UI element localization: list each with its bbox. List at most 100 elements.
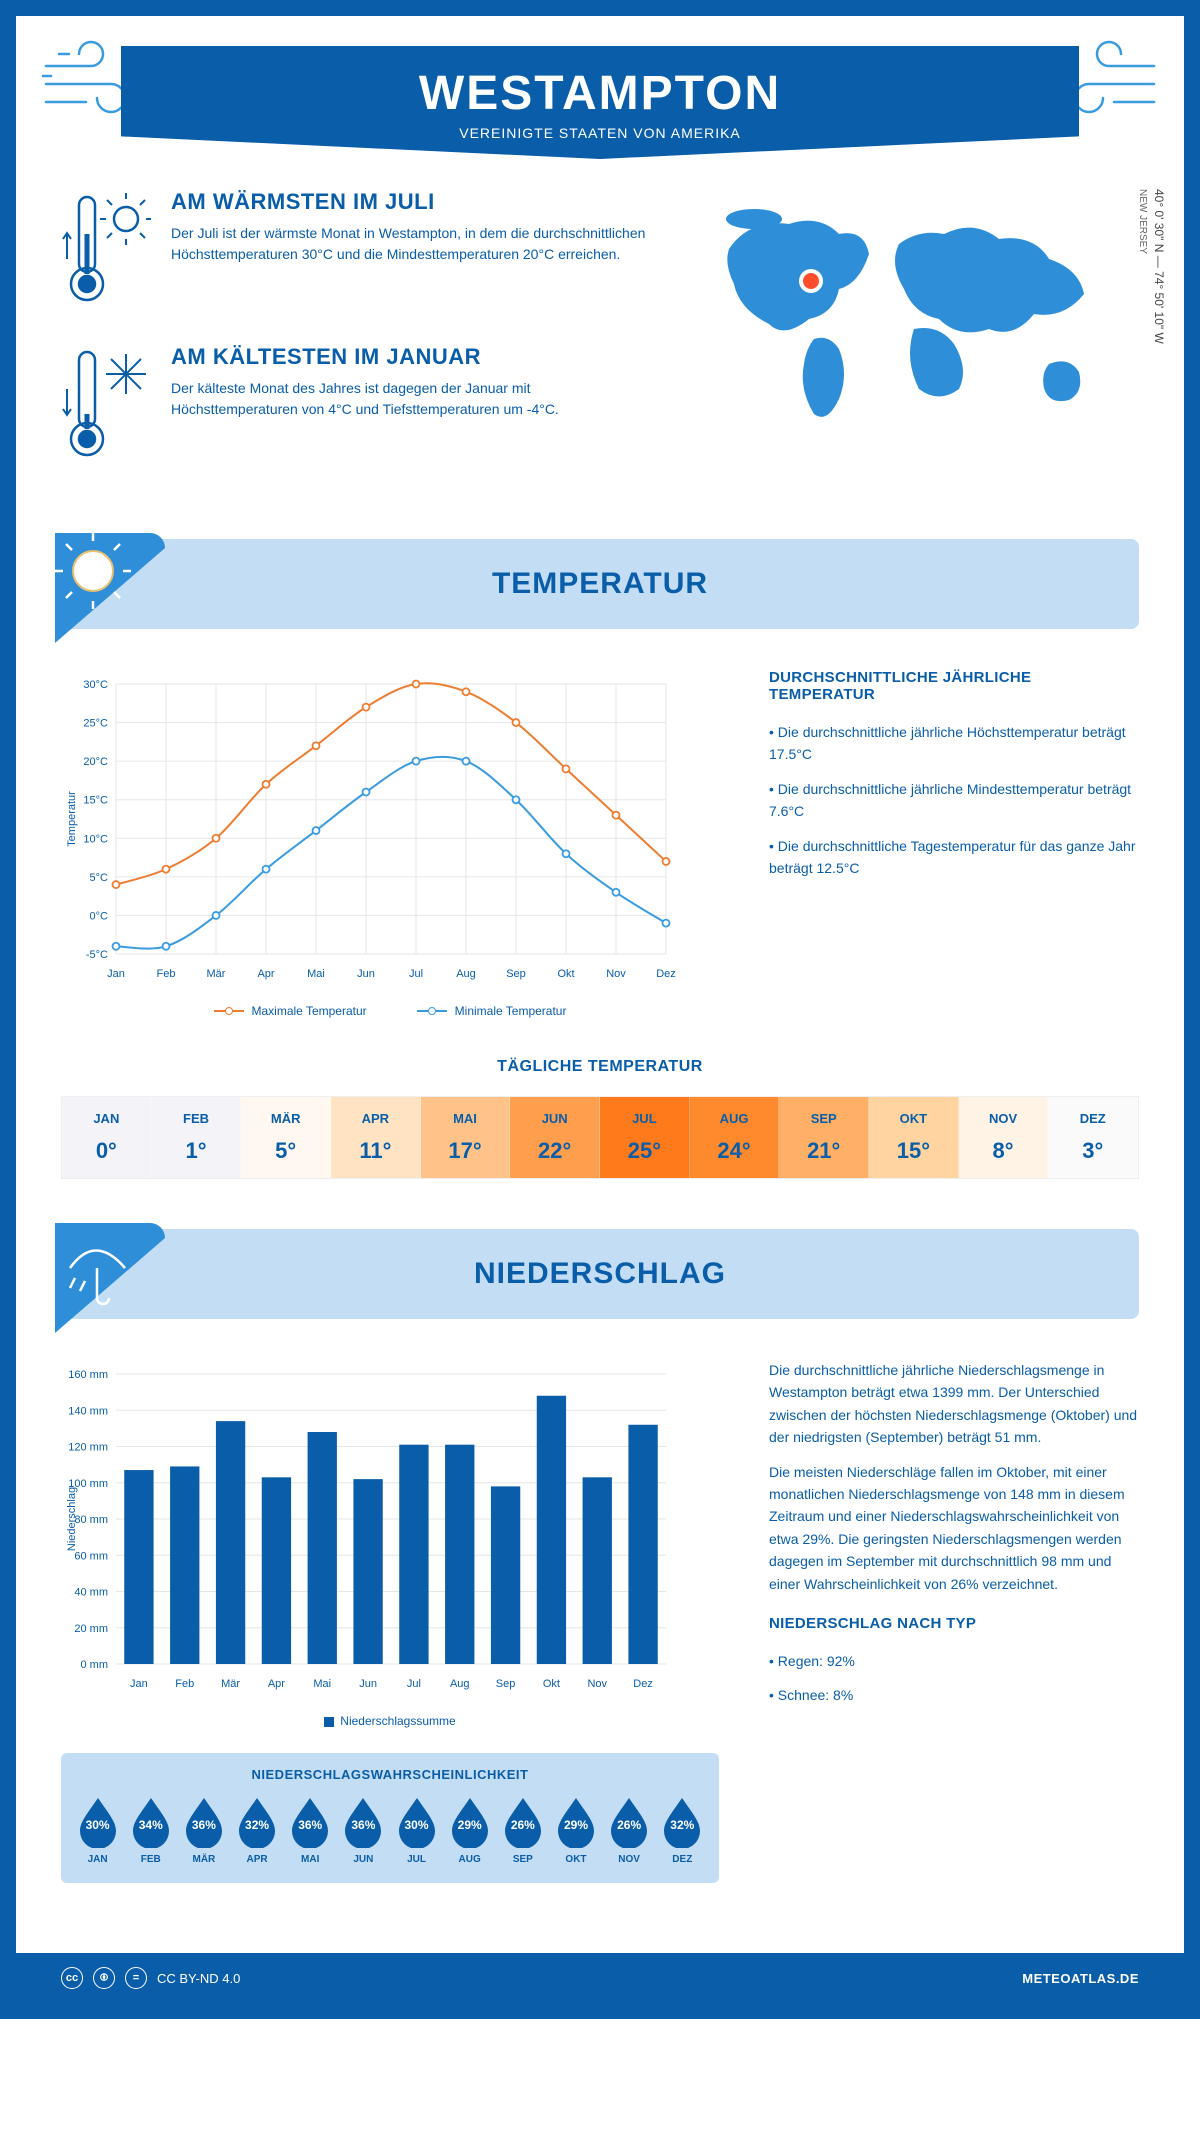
prob-title: NIEDERSCHLAGSWAHRSCHEINLICHKEIT	[71, 1767, 709, 1782]
svg-text:Feb: Feb	[157, 968, 176, 980]
temperature-line-chart: -5°C0°C5°C10°C15°C20°C25°C30°CJanFebMärA…	[61, 669, 681, 989]
svg-text:Apr: Apr	[257, 968, 274, 980]
coldest-title: AM KÄLTESTEN IM JANUAR	[171, 344, 659, 370]
probability-drop: 34%FEB	[130, 1796, 172, 1865]
probability-drop: 36%JUN	[342, 1796, 384, 1865]
umbrella-icon	[55, 1223, 165, 1333]
svg-text:Mär: Mär	[207, 968, 226, 980]
probability-drop: 36%MAI	[289, 1796, 331, 1865]
daily-temp-table: JAN0°FEB1°MÄR5°APR11°MAI17°JUN22°JUL25°A…	[61, 1096, 1139, 1179]
probability-drop: 30%JUL	[396, 1796, 438, 1865]
warmest-fact: AM WÄRMSTEN IM JULI Der Juli ist der wär…	[61, 189, 659, 314]
temp-cell: OKT15°	[869, 1097, 959, 1178]
svg-text:25°C: 25°C	[83, 718, 108, 730]
svg-text:120 mm: 120 mm	[68, 1442, 108, 1454]
temperature-section-banner: TEMPERATUR	[61, 539, 1139, 629]
section-title: NIEDERSCHLAG	[474, 1257, 726, 1290]
license-text: CC BY-ND 4.0	[157, 1971, 240, 1986]
svg-text:Niederschlag: Niederschlag	[66, 1487, 78, 1551]
thermometer-cold-icon	[61, 344, 151, 464]
svg-text:Nov: Nov	[587, 1678, 607, 1690]
temp-cell: DEZ3°	[1048, 1097, 1138, 1178]
precip-text-1: Die durchschnittliche jährliche Niedersc…	[769, 1359, 1139, 1449]
temp-cell: FEB1°	[152, 1097, 242, 1178]
probability-drop: 30%JAN	[77, 1796, 119, 1865]
temp-cell: MAI17°	[421, 1097, 511, 1178]
probability-drop: 32%DEZ	[661, 1796, 703, 1865]
temp-cell: NOV8°	[959, 1097, 1049, 1178]
svg-text:160 mm: 160 mm	[68, 1369, 108, 1381]
precip-type-2: • Schnee: 8%	[769, 1684, 1139, 1706]
svg-text:Jul: Jul	[409, 968, 423, 980]
probability-drop: 29%OKT	[555, 1796, 597, 1865]
svg-text:Dez: Dez	[656, 968, 676, 980]
probability-drop: 26%NOV	[608, 1796, 650, 1865]
warmest-text: Der Juli ist der wärmste Monat in Westam…	[171, 223, 659, 265]
temp-fact-3: • Die durchschnittliche Tagestemperatur …	[769, 835, 1139, 880]
svg-text:Apr: Apr	[268, 1678, 285, 1690]
city-title: WESTAMPTON	[121, 66, 1079, 121]
precip-text-2: Die meisten Niederschläge fallen im Okto…	[769, 1461, 1139, 1595]
coldest-text: Der kälteste Monat des Jahres ist dagege…	[171, 378, 659, 420]
world-map-icon	[699, 189, 1139, 439]
svg-text:Jun: Jun	[359, 1678, 377, 1690]
temp-fact-2: • Die durchschnittliche jährliche Mindes…	[769, 778, 1139, 823]
svg-text:20°C: 20°C	[83, 756, 108, 768]
cc-icon: cc	[61, 1967, 83, 1989]
svg-text:20 mm: 20 mm	[74, 1623, 108, 1635]
svg-text:Aug: Aug	[450, 1678, 470, 1690]
daily-temp-title: TÄGLICHE TEMPERATUR	[61, 1058, 1139, 1076]
svg-text:10°C: 10°C	[83, 833, 108, 845]
temp-facts-title: DURCHSCHNITTLICHE JÄHRLICHE TEMPERATUR	[769, 669, 1139, 703]
svg-text:0°C: 0°C	[90, 910, 109, 922]
probability-drop: 36%MÄR	[183, 1796, 225, 1865]
svg-text:30°C: 30°C	[83, 679, 108, 691]
svg-text:Nov: Nov	[606, 968, 626, 980]
svg-text:Sep: Sep	[506, 968, 526, 980]
header-banner: WESTAMPTON VEREINIGTE STAATEN VON AMERIK…	[121, 46, 1079, 159]
svg-text:Mär: Mär	[221, 1678, 240, 1690]
svg-text:Jan: Jan	[130, 1678, 148, 1690]
sun-icon	[55, 533, 165, 643]
temp-cell: APR11°	[331, 1097, 421, 1178]
svg-text:Dez: Dez	[633, 1678, 653, 1690]
precip-type-title: NIEDERSCHLAG NACH TYP	[769, 1615, 1139, 1632]
svg-text:Aug: Aug	[456, 968, 476, 980]
svg-text:Jul: Jul	[407, 1678, 421, 1690]
temp-cell: SEP21°	[779, 1097, 869, 1178]
svg-text:Okt: Okt	[543, 1678, 560, 1690]
svg-text:140 mm: 140 mm	[68, 1405, 108, 1417]
svg-text:-5°C: -5°C	[86, 949, 108, 961]
svg-text:Okt: Okt	[557, 968, 574, 980]
temp-chart-legend: Maximale Temperatur Minimale Temperatur	[61, 1004, 719, 1018]
precipitation-bar-chart: 0 mm20 mm40 mm60 mm80 mm100 mm120 mm140 …	[61, 1359, 681, 1699]
warmest-title: AM WÄRMSTEN IM JULI	[171, 189, 659, 215]
svg-text:Mai: Mai	[313, 1678, 331, 1690]
footer: cc 🅯 = CC BY-ND 4.0 METEOATLAS.DE	[16, 1953, 1184, 2003]
temp-cell: AUG24°	[690, 1097, 780, 1178]
coldest-fact: AM KÄLTESTEN IM JANUAR Der kälteste Mona…	[61, 344, 659, 469]
temp-cell: JUN22°	[510, 1097, 600, 1178]
precip-type-1: • Regen: 92%	[769, 1650, 1139, 1672]
svg-text:Sep: Sep	[496, 1678, 516, 1690]
precipitation-section-banner: NIEDERSCHLAG	[61, 1229, 1139, 1319]
temp-cell: JUL25°	[600, 1097, 690, 1178]
svg-text:Jun: Jun	[357, 968, 375, 980]
svg-text:15°C: 15°C	[83, 795, 108, 807]
thermometer-hot-icon	[61, 189, 151, 309]
svg-text:0 mm: 0 mm	[81, 1659, 109, 1671]
cc-nd-icon: =	[125, 1967, 147, 1989]
svg-text:Jan: Jan	[107, 968, 125, 980]
precipitation-probability-box: NIEDERSCHLAGSWAHRSCHEINLICHKEIT 30%JAN 34…	[61, 1753, 719, 1883]
temp-fact-1: • Die durchschnittliche jährliche Höchst…	[769, 721, 1139, 766]
probability-drop: 29%AUG	[449, 1796, 491, 1865]
svg-text:40 mm: 40 mm	[74, 1587, 108, 1599]
probability-drop: 32%APR	[236, 1796, 278, 1865]
coordinates: 40° 0' 30" N — 74° 50' 10" W NEW JERSEY	[1133, 189, 1167, 344]
country-subtitle: VEREINIGTE STAATEN VON AMERIKA	[121, 125, 1079, 141]
svg-text:80 mm: 80 mm	[74, 1514, 108, 1526]
svg-text:Temperatur: Temperatur	[66, 791, 78, 847]
svg-text:60 mm: 60 mm	[74, 1550, 108, 1562]
probability-drop: 26%SEP	[502, 1796, 544, 1865]
svg-text:Feb: Feb	[175, 1678, 194, 1690]
